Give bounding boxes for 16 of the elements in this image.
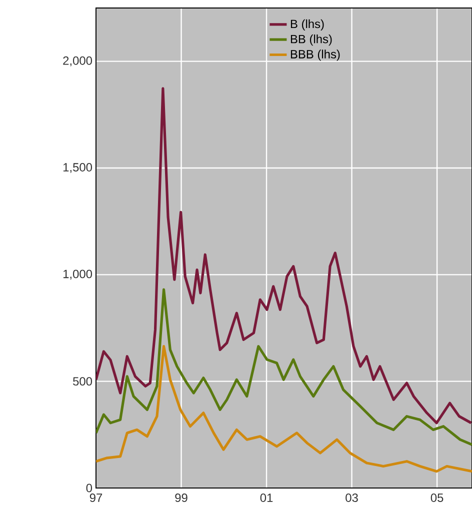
y-tick-label: 1,000	[63, 270, 92, 280]
legend-label: BBB (lhs)	[290, 50, 340, 61]
y-tick-label: 1,500	[63, 163, 92, 173]
y-tick-label: 500	[73, 377, 92, 386]
x-tick-label: 97	[90, 494, 102, 502]
x-tick-label: 03	[346, 494, 358, 502]
x-tick-label: 01	[260, 494, 273, 502]
line-series	[96, 288, 472, 446]
y-tick-label: 2,000	[63, 56, 92, 66]
line-series	[96, 345, 472, 473]
legend-label: BB (lhs)	[290, 34, 332, 46]
x-tick-label: 99	[175, 494, 188, 502]
x-tick-label: 05	[430, 494, 444, 502]
legend-label: B (lhs)	[290, 19, 324, 31]
line-series	[96, 87, 472, 424]
y-tick-label: 0	[86, 484, 92, 492]
